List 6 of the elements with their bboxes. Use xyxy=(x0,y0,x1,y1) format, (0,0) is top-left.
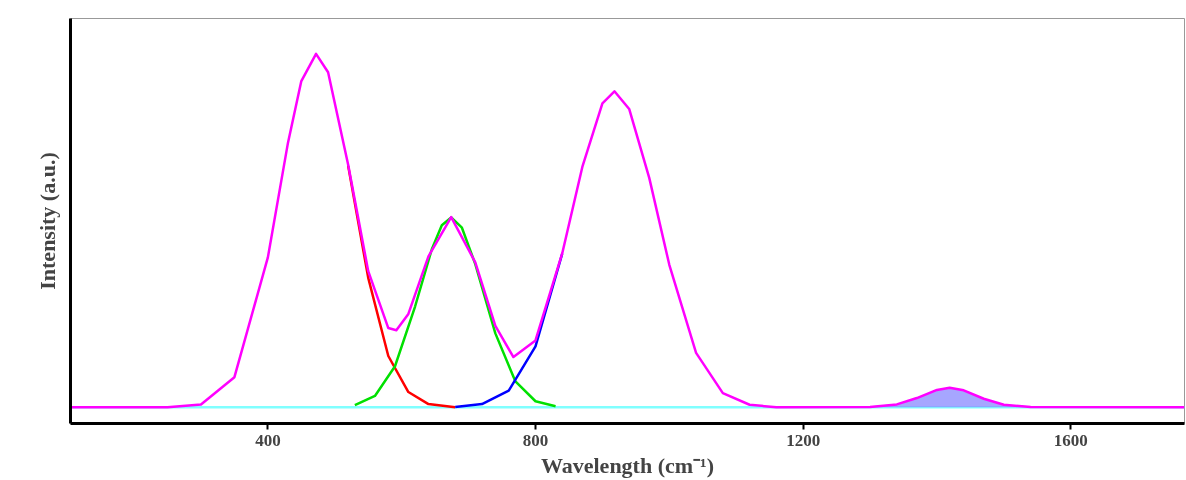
x-tick-label: 1600 xyxy=(1053,430,1088,450)
y-axis-title: Intensity (a.u.) xyxy=(34,152,60,290)
x-tick-label: 1200 xyxy=(786,430,821,450)
x-tick-label: 800 xyxy=(522,430,549,450)
x-axis-title: Wavelength (cm⁻¹) xyxy=(540,452,715,478)
x-tick-label: 400 xyxy=(255,430,281,450)
